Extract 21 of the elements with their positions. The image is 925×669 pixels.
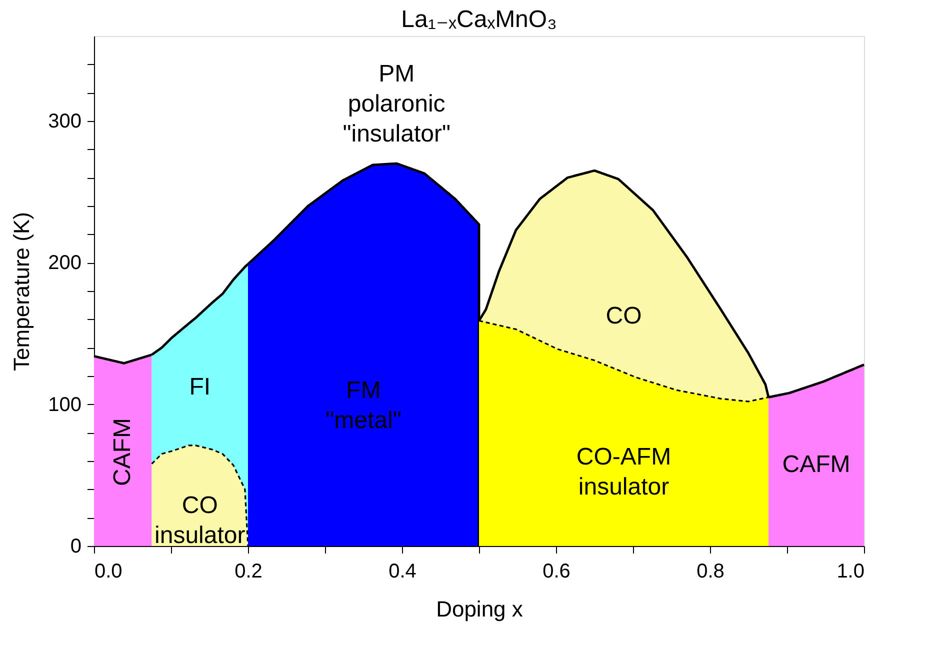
series-label: FM "metal"	[326, 377, 402, 434]
x-axis-title: Doping x	[436, 596, 523, 622]
series-label: CAFM	[782, 451, 850, 478]
x-tick-label: 0.0	[94, 560, 122, 582]
x-tick-label: 0.8	[696, 560, 724, 582]
y-tick-label: 0	[70, 536, 82, 558]
x-tick-label: 0.6	[542, 560, 570, 582]
series-label: CO insulator	[154, 492, 246, 550]
x-tick-label: 0.2	[234, 560, 262, 582]
series-label: FI	[189, 374, 211, 401]
x-tick-label: 0.4	[388, 560, 416, 582]
series-label: CO-AFM insulator	[576, 444, 672, 501]
annotation: PM polaronic "insulator"	[342, 60, 450, 148]
chart-title: La₁₋ₓCaₓMnO₃	[401, 6, 557, 33]
series-label: CO	[606, 302, 642, 330]
y-tick-label: 200	[48, 252, 82, 274]
y-axis-title: Temperature (K)	[9, 212, 34, 371]
x-tick-label: 1.0	[836, 560, 864, 582]
y-tick-label: 100	[48, 394, 82, 416]
y-tick-label: 300	[48, 110, 82, 132]
series-label: CAFM	[108, 418, 136, 486]
